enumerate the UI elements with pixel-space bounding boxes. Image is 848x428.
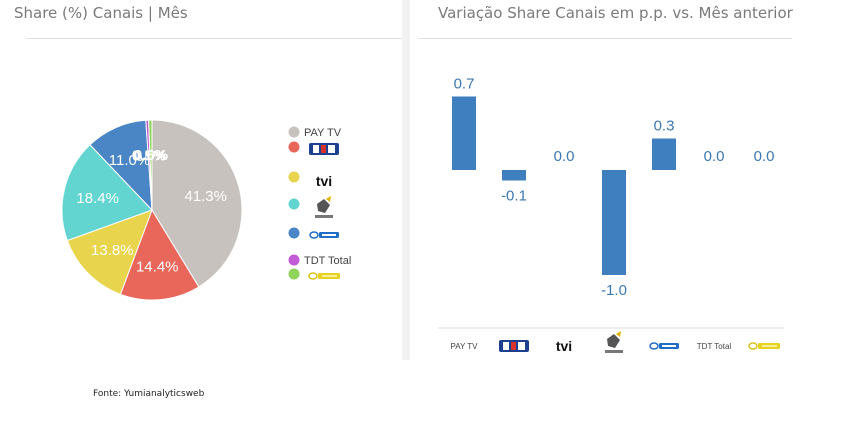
- pie-chart: 41.3% 14.4%13.8% 18.4% 11.0%0.5%0.6% PAY TV t…: [61, 119, 351, 301]
- legend-label: PAY TV: [304, 127, 342, 139]
- rtp1-logo: [649, 342, 679, 350]
- bar-chart: 0.7 PAY TV -0.1 0.0 tvi -1.0 0.3 0.0 TDT Total 0.…: [438, 76, 784, 354]
- legend-item: tvi: [288, 171, 332, 189]
- pie-slice-pay-tv: [151, 119, 243, 288]
- legend-swatch: [288, 254, 300, 266]
- bar-value-label: 0.0: [754, 148, 775, 165]
- pie-slice-label: 13.8%: [91, 242, 134, 259]
- legend-swatch: [288, 126, 300, 138]
- pie-slice-label: 11.0%: [109, 152, 150, 169]
- legend-item: [288, 268, 340, 280]
- bar-value-label: 0.0: [704, 148, 725, 165]
- pie-slice-label: 41.3%: [184, 188, 227, 205]
- pie-slice-label: 0.5%: [132, 147, 166, 164]
- tvi-logo: tvi: [316, 173, 332, 189]
- legend-swatch: [288, 198, 300, 210]
- pie-chart-title: Share (%) Canais | Mês: [14, 4, 188, 22]
- legend-swatch: [288, 141, 300, 153]
- legend-item: PAY TV: [288, 126, 342, 139]
- svg-text:tvi: tvi: [556, 338, 572, 354]
- category-label: PAY TV: [451, 342, 479, 351]
- bar-outros: [602, 170, 626, 275]
- category-label: TDT Total: [697, 342, 732, 351]
- bar-value-label: -0.1: [501, 188, 527, 205]
- rtp1-logo: [309, 231, 339, 239]
- outros-logo: [605, 331, 623, 353]
- title-divider: [26, 38, 402, 39]
- variation-bar-card: Variação Share Canais em p.p. vs. Mês an…: [410, 0, 793, 360]
- rtp2-logo: [748, 342, 780, 350]
- bar-value-label: 0.7: [454, 76, 475, 93]
- bar-sic: [502, 170, 526, 181]
- legend-item: [288, 196, 333, 218]
- legend-swatch: [288, 227, 300, 239]
- bar-value-label: -1.0: [601, 282, 627, 299]
- svg-text:tvi: tvi: [316, 173, 332, 189]
- legend-swatch: [288, 268, 300, 280]
- bar-chart-title: Variação Share Canais em p.p. vs. Mês an…: [438, 4, 793, 22]
- bar-value-label: 0.0: [554, 148, 575, 165]
- title-divider: [418, 38, 792, 39]
- pie-slice-sic: [119, 208, 200, 301]
- share-pie-card: Share (%) Canais | Mês 41.3% 14.4% 13.8% 18…: [0, 0, 402, 360]
- pie-slice-label: 14.4%: [136, 259, 179, 276]
- pie-slice-tvi: [66, 209, 153, 295]
- bar-rtp1: [652, 138, 676, 170]
- bar-value-label: 0.3: [654, 118, 675, 135]
- outros-logo: [315, 196, 333, 218]
- source-note: Fonte: Yumianalyticsweb: [93, 389, 205, 399]
- pie-slice-label: 0.6%: [134, 147, 168, 164]
- pie-slice-outros: [61, 144, 153, 242]
- bar-pay-tv: [452, 96, 476, 170]
- legend-item: [288, 141, 339, 155]
- legend-label: TDT Total: [304, 255, 351, 267]
- legend-item: TDT Total: [288, 254, 351, 267]
- legend-item: [288, 227, 339, 239]
- pie-slice-label: 18.4%: [76, 190, 119, 207]
- sic-logo: [499, 340, 529, 352]
- legend-swatch: [288, 171, 300, 183]
- tvi-logo: tvi: [556, 338, 572, 354]
- pie-slice-rtp2: [148, 119, 153, 211]
- sic-logo: [309, 143, 339, 155]
- rtp2-logo: [308, 272, 340, 280]
